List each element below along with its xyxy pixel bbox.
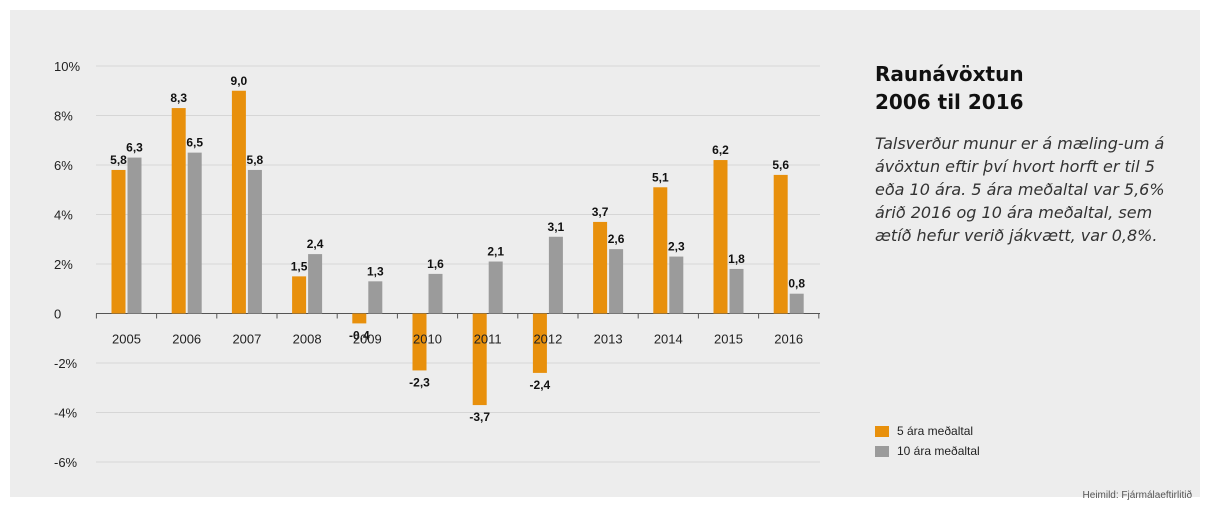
data-label: 2,1 <box>487 245 504 259</box>
data-label: 3,7 <box>592 205 609 219</box>
y-tick-label: -4% <box>54 406 78 421</box>
data-label: 2,3 <box>668 240 685 254</box>
bar-series1 <box>171 108 186 314</box>
x-category-label: 2006 <box>172 332 201 347</box>
data-label: 1,3 <box>367 264 384 278</box>
bar-series2 <box>488 261 503 314</box>
bar-series2 <box>308 254 323 314</box>
x-category-label: 2007 <box>232 332 261 347</box>
bar-series2 <box>609 249 624 314</box>
bar-series1 <box>532 313 547 373</box>
data-label: 6,2 <box>712 143 729 157</box>
bar-series2 <box>187 152 202 314</box>
legend: 5 ára meðaltal 10 ára meðaltal <box>875 421 980 461</box>
bar-series1 <box>593 221 608 314</box>
x-category-label: 2005 <box>112 332 141 347</box>
data-label: -2,4 <box>530 378 551 392</box>
chart-title-line1: Raunávöxtun <box>875 62 1024 86</box>
legend-item-series2: 10 ára meðaltal <box>875 441 980 461</box>
bar-series2 <box>548 236 563 314</box>
source-note: Heimild: Fjármálaeftirlitið <box>1082 490 1192 501</box>
bar-series2 <box>428 273 443 314</box>
bar-series1 <box>412 313 427 371</box>
x-category-label: 2016 <box>774 332 803 347</box>
legend-label-series2: 10 ára meðaltal <box>897 444 980 458</box>
data-label: 5,1 <box>652 170 669 184</box>
chart-title: Raunávöxtun 2006 til 2016 <box>875 60 1175 116</box>
x-category-label: 2012 <box>533 332 562 347</box>
bar-series1 <box>352 313 367 324</box>
bar-series1 <box>472 313 487 406</box>
legend-swatch-series2 <box>875 445 889 457</box>
data-label: -0,4 <box>349 328 370 342</box>
y-tick-label: 10% <box>54 59 80 74</box>
legend-swatch-series1 <box>875 425 889 437</box>
data-label: 0,8 <box>788 277 805 291</box>
bar-series1 <box>653 187 668 314</box>
data-label: 6,5 <box>186 136 203 150</box>
data-label: -2,3 <box>409 375 430 389</box>
data-label: 5,8 <box>110 153 127 167</box>
chart-title-line2: 2006 til 2016 <box>875 90 1024 114</box>
y-tick-label: 0 <box>54 307 61 322</box>
x-category-label: 2015 <box>714 332 743 347</box>
x-category-label: 2011 <box>474 332 502 347</box>
x-category-label: 2009 <box>353 332 382 347</box>
y-tick-label: 6% <box>54 158 73 173</box>
data-label: 6,3 <box>126 141 143 155</box>
y-tick-label: 8% <box>54 109 73 124</box>
bar-series1 <box>292 276 307 314</box>
data-label: 5,6 <box>772 158 789 172</box>
data-label: 2,4 <box>307 237 324 251</box>
data-label: 3,1 <box>548 220 565 234</box>
bar-series2 <box>247 169 262 314</box>
data-label: 9,0 <box>231 74 248 88</box>
bar-series2 <box>789 293 804 314</box>
bar-series1 <box>231 90 246 314</box>
data-label: -3,7 <box>469 410 490 424</box>
legend-item-series1: 5 ára meðaltal <box>875 421 980 441</box>
x-category-label: 2008 <box>293 332 322 347</box>
bar-series1 <box>111 169 126 314</box>
data-label: 2,6 <box>608 232 625 246</box>
data-label: 1,8 <box>728 252 745 266</box>
y-tick-label: 4% <box>54 208 73 223</box>
bar-series2 <box>729 268 744 314</box>
bar-series2 <box>669 256 684 314</box>
bar-series2 <box>127 157 142 314</box>
data-label: 5,8 <box>247 153 264 167</box>
bar-series2 <box>368 281 383 314</box>
data-label: 8,3 <box>170 91 187 105</box>
legend-label-series1: 5 ára meðaltal <box>897 424 974 438</box>
bar-series1 <box>713 160 728 314</box>
data-label: 1,6 <box>427 257 444 271</box>
data-label: 1,5 <box>291 259 308 273</box>
chart-description: Talsverður munur er á mæling-um á ávöxtu… <box>875 134 1165 245</box>
y-tick-label: 2% <box>54 257 73 272</box>
x-category-label: 2013 <box>594 332 623 347</box>
bar-series1 <box>773 174 788 314</box>
x-category-label: 2014 <box>654 332 683 347</box>
y-tick-label: -6% <box>54 455 78 470</box>
x-category-label: 2010 <box>413 332 442 347</box>
y-tick-label: -2% <box>54 356 78 371</box>
